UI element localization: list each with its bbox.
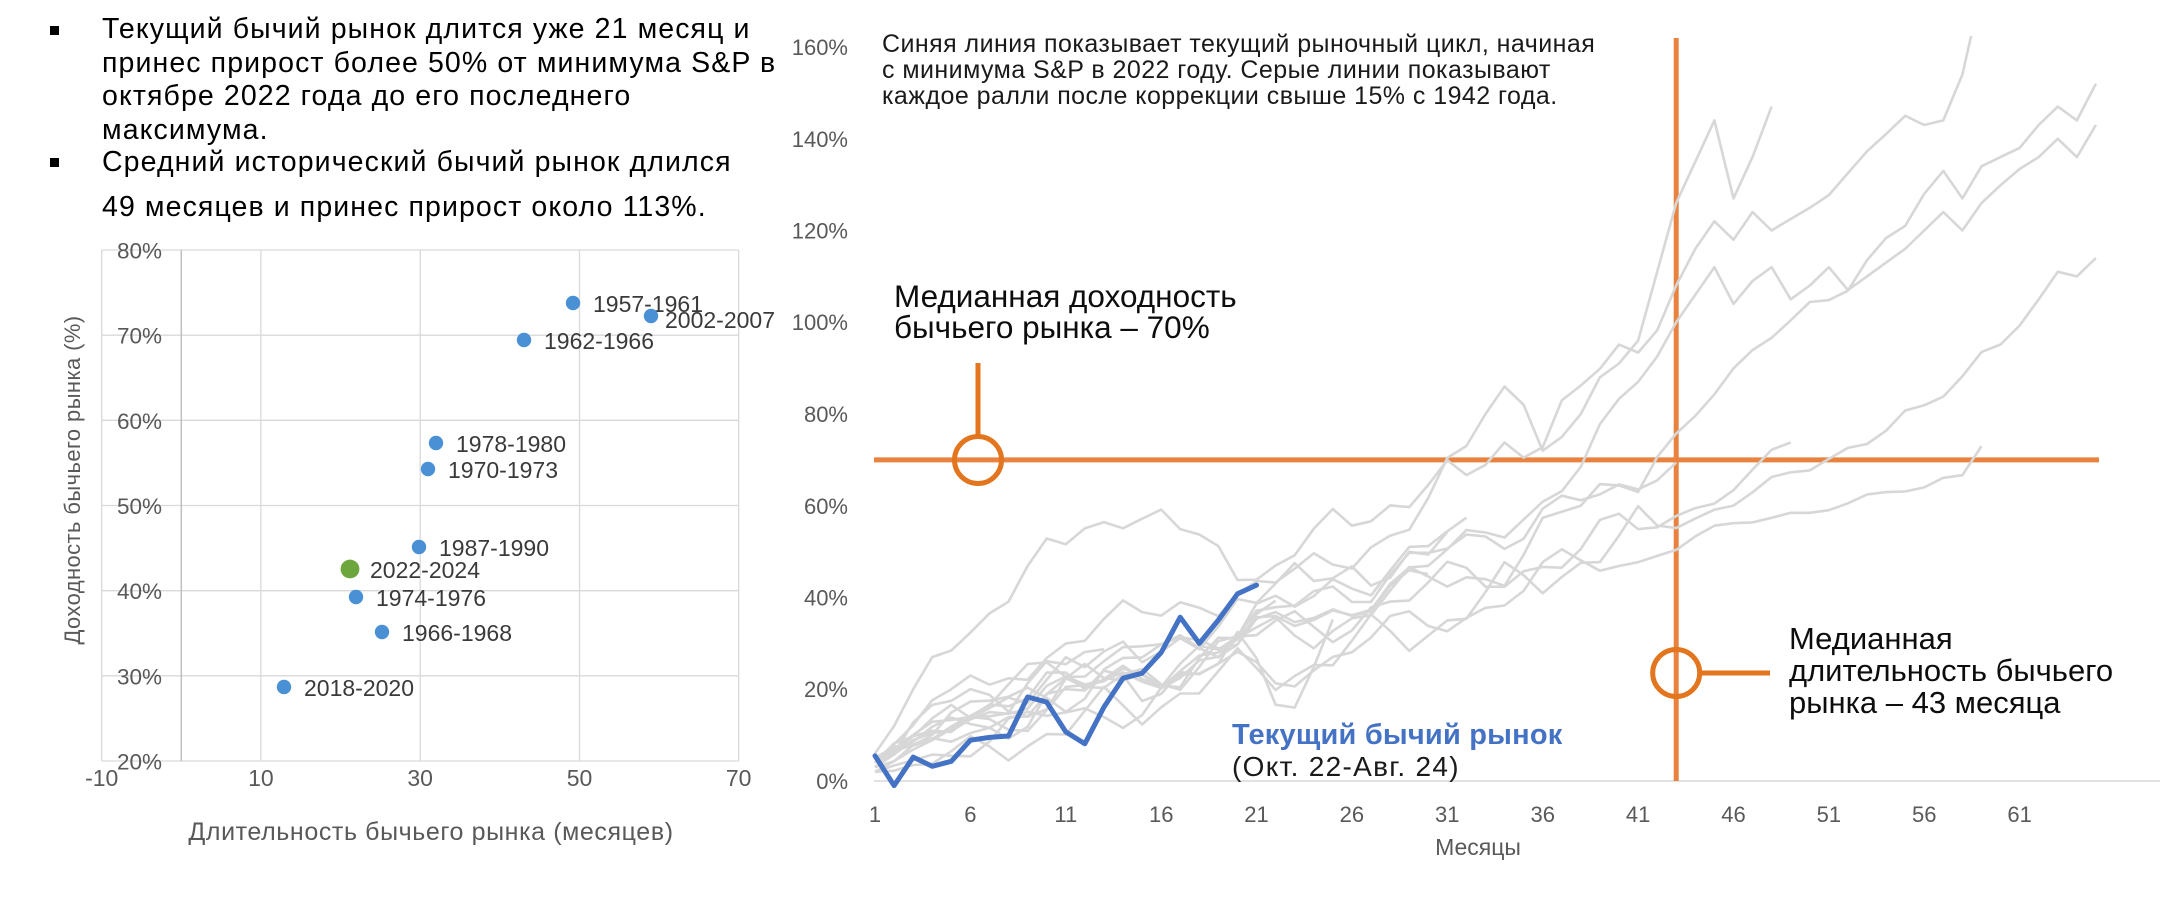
svg-text:21: 21 <box>1244 802 1268 827</box>
svg-text:70%: 70% <box>117 324 162 349</box>
svg-text:40%: 40% <box>804 586 848 611</box>
svg-text:Месяцы: Месяцы <box>1435 834 1521 860</box>
svg-text:20%: 20% <box>117 750 162 775</box>
svg-text:80%: 80% <box>117 239 162 264</box>
svg-text:0%: 0% <box>816 769 848 794</box>
svg-text:6: 6 <box>964 802 976 827</box>
svg-text:140%: 140% <box>792 127 848 152</box>
svg-text:100%: 100% <box>792 310 848 335</box>
svg-text:Доходность бычьего рынка (%): Доходность бычьего рынка (%) <box>60 315 85 644</box>
svg-text:30: 30 <box>407 765 433 791</box>
svg-text:1987-1990: 1987-1990 <box>439 535 549 561</box>
svg-text:40%: 40% <box>117 579 162 604</box>
svg-text:60%: 60% <box>117 409 162 434</box>
svg-text:70: 70 <box>726 765 752 791</box>
svg-text:50%: 50% <box>117 494 162 519</box>
svg-text:61: 61 <box>2007 802 2031 827</box>
svg-text:2018-2020: 2018-2020 <box>304 675 414 701</box>
svg-text:2022-2024: 2022-2024 <box>370 557 480 583</box>
svg-text:50: 50 <box>567 765 593 791</box>
svg-text:120%: 120% <box>792 219 848 244</box>
svg-text:10: 10 <box>248 765 274 791</box>
svg-text:1970-1973: 1970-1973 <box>448 457 558 483</box>
svg-text:56: 56 <box>1912 802 1936 827</box>
svg-text:26: 26 <box>1340 802 1364 827</box>
svg-text:1974-1976: 1974-1976 <box>376 585 486 611</box>
svg-text:31: 31 <box>1435 802 1459 827</box>
svg-text:30%: 30% <box>117 664 162 689</box>
svg-text:60%: 60% <box>804 494 848 519</box>
svg-text:2002-2007: 2002-2007 <box>665 307 775 333</box>
svg-text:160%: 160% <box>792 35 848 60</box>
svg-text:41: 41 <box>1626 802 1650 827</box>
svg-text:51: 51 <box>1817 802 1841 827</box>
svg-text:Длительность бычьего рынка (ме: Длительность бычьего рынка (месяцев) <box>188 818 673 846</box>
svg-text:20%: 20% <box>804 677 848 702</box>
svg-text:46: 46 <box>1721 802 1745 827</box>
svg-text:11: 11 <box>1054 802 1077 827</box>
svg-text:36: 36 <box>1530 802 1554 827</box>
svg-text:1: 1 <box>869 802 881 827</box>
svg-text:1962-1966: 1962-1966 <box>544 328 654 354</box>
svg-text:1966-1968: 1966-1968 <box>402 620 512 646</box>
svg-text:80%: 80% <box>804 402 848 427</box>
svg-text:1978-1980: 1978-1980 <box>456 431 566 457</box>
svg-text:16: 16 <box>1149 802 1173 827</box>
svg-text:-10: -10 <box>85 765 118 791</box>
